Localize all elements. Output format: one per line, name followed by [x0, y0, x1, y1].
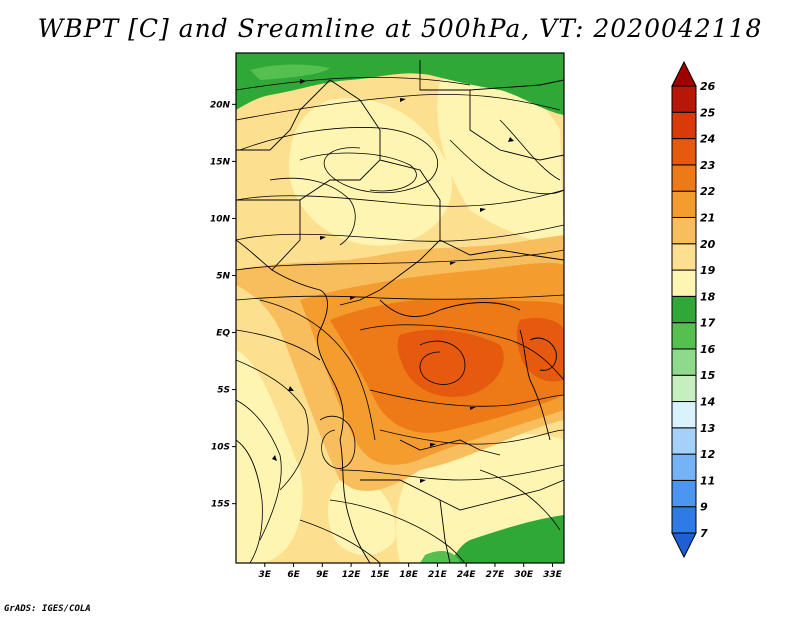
lat-label: 20N: [210, 100, 231, 110]
colorbar-min-arrow: [671, 532, 697, 559]
lat-label: 15N: [210, 157, 231, 167]
lon-label: 12E: [342, 570, 362, 580]
colorbar-label: 23: [700, 159, 716, 172]
colorbar-swatch: [671, 243, 697, 271]
lat-label: 15S: [211, 500, 230, 510]
colorbar-swatch: [671, 164, 697, 192]
wbpt-field: [236, 53, 564, 563]
colorbar-label: 19: [700, 264, 716, 277]
colorbar-label: 20: [700, 238, 716, 251]
lat-label: 5N: [216, 271, 230, 281]
colorbar-label: 16: [700, 343, 716, 356]
lon-label: 15E: [371, 570, 391, 580]
colorbar-label: 26: [700, 80, 716, 93]
map-frame: [235, 52, 565, 564]
lon-label: 30E: [514, 570, 534, 580]
colorbar-swatch: [671, 401, 697, 429]
lat-label: EQ: [216, 329, 230, 339]
longitude-axis: 3E 6E 9E 12E 15E 18E 21E 24E 27E 30E 33E: [259, 563, 563, 580]
colorbar-label: 17: [700, 317, 716, 330]
colorbar-swatch: [671, 427, 697, 455]
colorbar-max-arrow: [671, 60, 697, 87]
chart-title: WBPT [C] and Sreamline at 500hPa, VT: 20…: [37, 14, 763, 43]
lat-label: 5S: [217, 386, 230, 396]
streamline-arrows: [272, 79, 514, 483]
footer-credit: GrADS: IGES/COLA: [4, 604, 91, 614]
lon-label: 3E: [259, 570, 272, 580]
colorbar-swatch: [671, 111, 697, 140]
colorbar: 7 9 11 12 13 14 15 16 17 18 19 20 21 22 23 24 25 26: [671, 60, 716, 559]
colorbar-label: 21: [700, 211, 715, 224]
colorbar-label: 7: [700, 527, 708, 540]
colorbar-swatch: [671, 190, 697, 218]
colorbar-swatch: [671, 85, 697, 113]
lon-label: 6E: [287, 570, 300, 580]
colorbar-label: 12: [700, 448, 716, 461]
lon-label: 18E: [399, 570, 419, 580]
colorbar-label: 15: [700, 369, 716, 382]
colorbar-label: 18: [700, 290, 716, 303]
colorbar-swatch: [671, 479, 697, 508]
colorbar-label: 11: [700, 474, 715, 487]
lat-label: 10S: [211, 443, 230, 453]
colorbar-label: 14: [700, 396, 715, 409]
colorbar-swatch: [671, 216, 697, 245]
lon-label: 27E: [486, 570, 506, 580]
country-borders: [236, 60, 564, 563]
colorbar-swatch: [671, 374, 697, 403]
colorbar-label: 22: [700, 185, 716, 198]
streamlines: [236, 76, 564, 563]
colorbar-swatch: [671, 348, 697, 376]
map-figure: 20N 15N 10N 5N EQ 5S 10S 15S 3E 6E 9E 12E 15E 18E 21E…: [210, 52, 716, 580]
colorbar-swatch: [671, 138, 697, 166]
lon-label: 24E: [457, 570, 477, 580]
colorbar-swatch: [671, 295, 697, 324]
colorbar-swatch: [671, 269, 697, 297]
colorbar-swatch: [671, 453, 697, 481]
colorbar-label: 9: [700, 501, 708, 514]
colorbar-swatch: [671, 322, 697, 350]
lat-label: 10N: [210, 214, 231, 224]
lon-label: 21E: [428, 570, 448, 580]
lon-label: 33E: [543, 570, 563, 580]
latitude-axis: 20N 15N 10N 5N EQ 5S 10S 15S: [210, 100, 236, 510]
colorbar-label: 13: [700, 422, 716, 435]
colorbar-label: 25: [700, 106, 716, 119]
colorbar-swatch: [671, 506, 697, 534]
colorbar-label: 24: [700, 133, 715, 146]
lon-label: 9E: [316, 570, 329, 580]
